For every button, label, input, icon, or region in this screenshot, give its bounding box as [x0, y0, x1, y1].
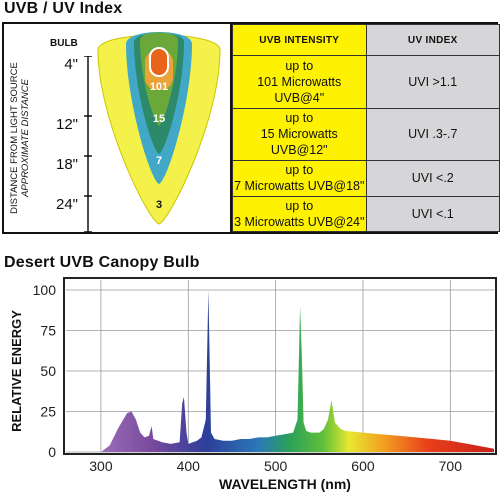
uvi-cell: UVI <.2	[365, 160, 500, 197]
intensity-line1: up to	[285, 198, 314, 213]
distance-4: 4"	[64, 56, 78, 73]
uvi-cell: UVI >1.1	[365, 55, 500, 109]
y-axis-label-wrap: RELATIVE ENERGY	[4, 296, 28, 446]
x-tick-label: 300	[89, 458, 113, 474]
y-tick-label: 25	[40, 404, 56, 420]
uv-index-title: UVB / UV Index	[4, 0, 123, 17]
intensity-line1: up to	[285, 111, 314, 126]
x-tick-label: 700	[439, 458, 463, 474]
table-row: up to 15 Microwatts UVB@12" UVI .3-.7	[232, 107, 500, 162]
intensity-line2: 7 Microwatts UVB@18"	[234, 179, 365, 194]
intensity-cell: up to 7 Microwatts UVB@18"	[232, 160, 367, 197]
spectrum-area	[100, 290, 495, 452]
y-tick-label: 0	[48, 444, 56, 460]
y-axis-label: RELATIVE ENERGY	[9, 310, 24, 432]
x-tick-label: 500	[264, 458, 288, 474]
chart-title: Desert UVB Canopy Bulb	[4, 254, 200, 271]
distance-18: 18"	[55, 156, 78, 173]
intensity-line2: 15 Microwatts UVB@12"	[260, 127, 338, 158]
uvi-cell: UVI .3-.7	[365, 107, 500, 162]
spectrum-chart: RELATIVE ENERGY 0 25 50 75 100 300 400 500 600 70…	[0, 276, 500, 500]
distance-24: 24"	[55, 196, 78, 213]
distance-ruler	[84, 56, 92, 232]
distance-axis-label: DISTANCE FROM LIGHT SOURCE APPROXIMATE D…	[7, 48, 31, 228]
bulb-label: BULB	[50, 38, 78, 49]
intensity-line2: 3 Microwatts UVB@24"	[234, 214, 365, 229]
table-row: up to 101 Microwatts UVB@4" UVI >1.1	[232, 55, 500, 109]
distance-label-line1: DISTANCE FROM LIGHT SOURCE	[9, 62, 20, 214]
cone-value-7: 7	[156, 155, 162, 167]
table-row: up to 7 Microwatts UVB@18" UVI <.2	[232, 160, 500, 197]
intensity-line2: 101 Microwatts UVB@4"	[257, 74, 342, 105]
uv-index-panel: DISTANCE FROM LIGHT SOURCE APPROXIMATE D…	[2, 22, 500, 234]
table-row: up to 3 Microwatts UVB@24" UVI <.1	[232, 195, 500, 233]
header-uvb-intensity: UVB INTENSITY	[232, 24, 367, 56]
x-tick-label: 400	[177, 458, 201, 474]
intensity-cell: up to 3 Microwatts UVB@24"	[232, 195, 367, 233]
uv-cone-diagram: 101 15 7 3	[97, 32, 221, 225]
y-tick-label: 100	[33, 282, 57, 298]
uvb-table: UVB INTENSITY UV INDEX up to 101 Microwa…	[230, 24, 500, 233]
y-tick-label: 50	[40, 363, 56, 379]
uvi-cell: UVI <.1	[365, 195, 500, 233]
header-uv-index: UV INDEX	[365, 24, 500, 56]
bulb-icon	[149, 47, 169, 77]
distance-12: 12"	[55, 116, 78, 133]
intensity-cell: up to 15 Microwatts UVB@12"	[232, 107, 367, 162]
cone-value-15: 15	[153, 113, 165, 125]
x-tick-label: 600	[351, 458, 375, 474]
intensity-cell: up to 101 Microwatts UVB@4"	[232, 55, 367, 109]
cone-value-101: 101	[150, 81, 168, 93]
y-tick-label: 75	[40, 323, 56, 339]
spectrum-plot: 0 25 50 75 100 300 400 500 600 700	[33, 277, 497, 474]
intensity-line1: up to	[285, 163, 314, 178]
distance-label-line2: APPROXIMATE DISTANCE	[20, 78, 31, 198]
x-axis-label: WAVELENGTH (nm)	[219, 476, 351, 492]
intensity-line1: up to	[285, 58, 314, 73]
cone-value-3: 3	[156, 199, 162, 211]
